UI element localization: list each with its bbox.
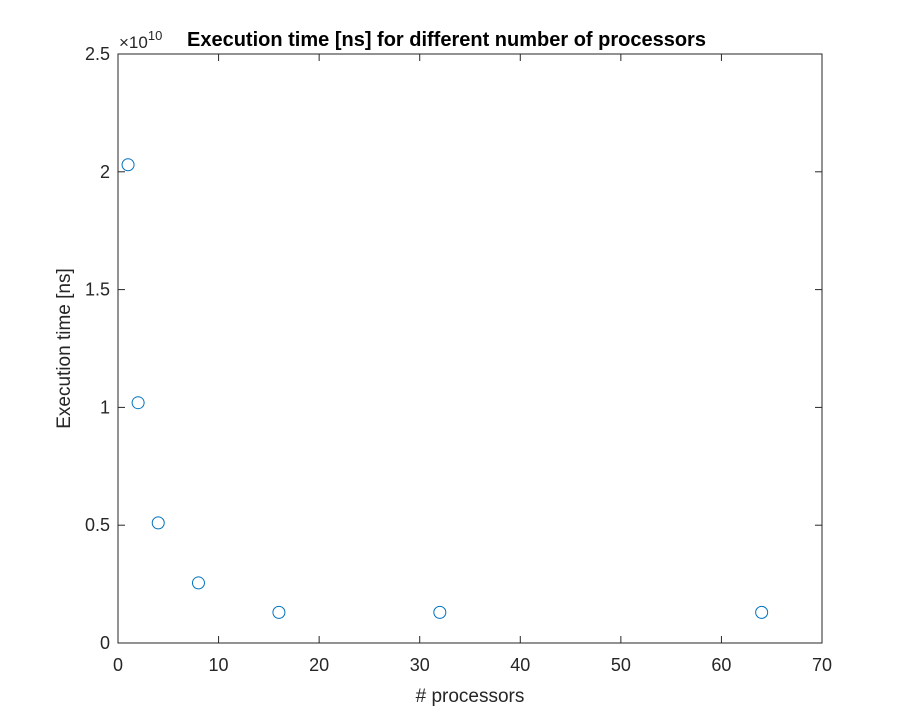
data-point (131, 396, 145, 410)
x-axis: 0 10 20 30 40 50 60 70 (113, 54, 832, 675)
data-point (121, 158, 135, 172)
chart-title: Execution time [ns] for different number… (187, 29, 706, 51)
x-tick-label: 70 (812, 655, 832, 675)
y-tick-label: 2 (100, 162, 110, 182)
data-point (433, 605, 447, 619)
data-point (151, 516, 165, 530)
y-tick-label: 2.5 (85, 44, 110, 64)
y-tick-label: 1.5 (85, 280, 110, 300)
x-tick-label: 60 (711, 655, 731, 675)
y-axis-label: Execution time [ns] (54, 268, 75, 429)
y-multiplier-base: ×10 (119, 33, 148, 52)
x-tick-label: 50 (611, 655, 631, 675)
data-point (755, 605, 769, 619)
x-tick-label: 40 (510, 655, 530, 675)
data-series (121, 158, 769, 619)
y-tick-label: 0.5 (85, 515, 110, 535)
x-tick-label: 30 (410, 655, 430, 675)
x-tick-label: 20 (309, 655, 329, 675)
data-point (272, 605, 286, 619)
y-tick-label: 0 (100, 633, 110, 653)
y-multiplier-exponent: 10 (148, 28, 162, 43)
x-axis-label: # processors (416, 686, 525, 707)
plot-area (117, 53, 823, 644)
x-tick-label: 10 (209, 655, 229, 675)
y-axis-multiplier: ×1010 (119, 28, 162, 52)
y-tick-label: 1 (100, 397, 110, 417)
x-tick-label: 0 (113, 655, 123, 675)
y-axis: 0 0.5 1 1.5 2 2.5 (85, 44, 822, 653)
data-point (191, 576, 205, 590)
